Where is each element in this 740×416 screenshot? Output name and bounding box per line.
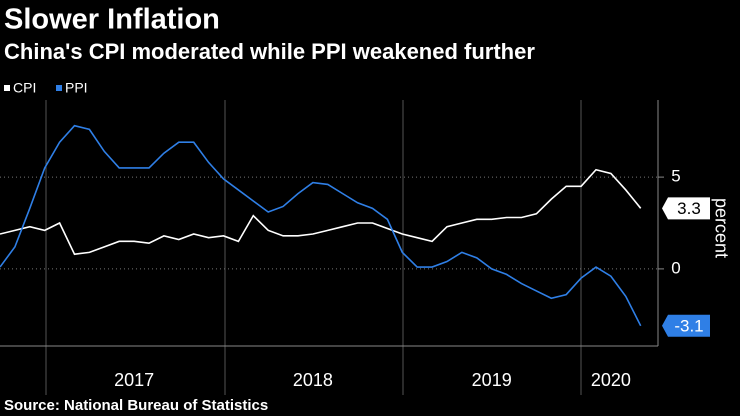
legend-label: PPI: [65, 80, 88, 96]
x-tick-label: 2018: [293, 370, 333, 390]
end-label: -3.1: [674, 316, 703, 335]
y-tick-label: 0: [671, 258, 680, 277]
x-tick-label: 2019: [472, 370, 512, 390]
end-label-box: [662, 197, 710, 220]
legend-swatch: [56, 85, 62, 91]
end-label-box: [662, 314, 710, 337]
year-separators: [45, 100, 582, 395]
y-axis-label: percent: [711, 198, 731, 258]
x-tick-label: 2017: [114, 370, 154, 390]
legend-label: CPI: [13, 80, 36, 96]
chart-title: Slower Inflation: [4, 4, 220, 36]
line-series: [0, 124, 642, 327]
x-tick-label: 2020: [591, 370, 631, 390]
line-series: [0, 168, 642, 256]
end-label: 3.3: [677, 199, 701, 218]
y-tick-label: 5: [671, 167, 680, 186]
source: Source: National Bureau of Statistics: [4, 397, 268, 414]
chart-subtitle: China's CPI moderated while PPI weakened…: [4, 39, 535, 64]
legend-swatch: [4, 85, 10, 91]
